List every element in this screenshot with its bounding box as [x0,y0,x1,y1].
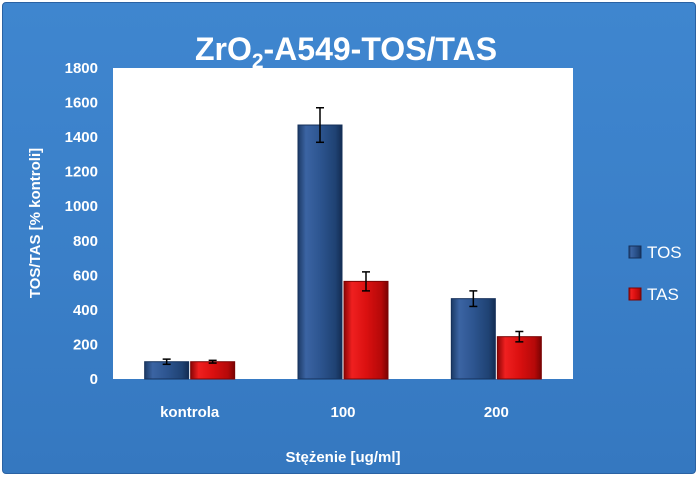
chart-title-subscript: 2 [252,50,264,73]
y-tick-label: 800 [73,233,98,250]
y-tick-label: 400 [73,302,98,319]
legend-swatch-tas [628,287,642,301]
bar-tas [343,280,389,380]
y-tick-label: 1600 [65,95,98,112]
y-axis-title: TOS/TAS [% kontroli] [27,148,44,298]
error-bar [469,290,478,308]
y-tick-label: 1000 [65,198,98,215]
bar-tos [450,298,496,380]
y-tick-label: 1200 [65,164,98,181]
bars [144,106,542,380]
bar-tas [496,336,542,380]
x-tick-label: 100 [330,404,355,421]
x-tick-label: 200 [484,404,509,421]
error-bar [316,106,324,144]
bar-tos [297,124,343,380]
legend-item: TOS [628,243,682,262]
error-bar [515,330,524,343]
y-tick-label: 200 [73,336,98,353]
error-bar [208,359,217,364]
x-axis-title: Stężenie [ug/ml] [285,449,400,466]
legend-item: TAS [628,285,679,304]
error-bar [362,271,370,292]
chart-title: ZrO2-A549-TOS/TAS [195,31,497,73]
x-axis-ticks: kontrola 100 200 [160,404,509,421]
bar-tas [190,361,236,380]
y-tick-label: 1800 [65,60,98,77]
legend-label: TOS [647,243,682,262]
y-tick-label: 1400 [65,129,98,146]
y-axis-ticks: 0 200 400 600 800 1000 1200 1400 1600 1800 [65,60,98,388]
plot-area [113,68,573,379]
y-tick-label: 600 [73,267,98,284]
x-tick-label: kontrola [160,404,220,421]
y-tick-label: 0 [90,371,98,388]
legend-swatch-tos [628,245,642,259]
legend-label: TAS [647,285,679,304]
legend: TOS TAS [628,243,682,304]
error-bar [162,358,171,366]
